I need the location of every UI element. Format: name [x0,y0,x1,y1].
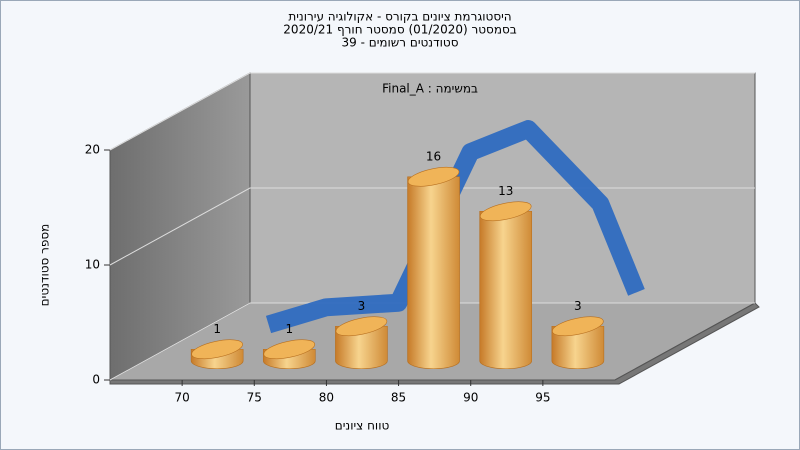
bar-part [263,339,316,360]
bar [335,316,388,370]
bar [551,316,605,370]
data-label: 1 [213,322,221,336]
bar-part [335,316,388,337]
bar [262,339,316,370]
curve [265,120,645,334]
bar [407,166,460,370]
y-tick-label: 10 [85,258,100,272]
bar-part [479,201,532,222]
y-tick-label: 0 [92,373,100,387]
title-line: בסמסטר (01/2020) סמסטר חורף 2020/21 [283,23,516,37]
x-tick-label: 80 [319,391,334,405]
grid-line [109,72,755,151]
data-label: 16 [426,149,441,163]
annotation: במשימה : Final_A [382,82,478,96]
x-tick-label: 90 [463,391,478,405]
bar-part [407,166,460,187]
data-label: 13 [498,184,513,198]
data-label: 3 [574,299,582,313]
bar-part [335,325,388,370]
x-tick-label: 75 [247,391,262,405]
bar [479,201,533,370]
bar [190,339,244,370]
bar-part [552,316,604,337]
bar-part [479,210,533,370]
x-axis-label: טווח ציונים [335,419,390,433]
bar-part [407,176,460,370]
bar-part [191,339,243,360]
data-label: 3 [358,299,366,313]
bar-part [551,325,605,370]
title-line: סטודנטים רשומים - 39 [341,36,458,50]
x-tick-label: 70 [175,391,190,405]
x-tick-label: 85 [391,391,406,405]
y-axis-label: מספר סטודנטים [38,224,52,307]
x-tick-label: 95 [535,391,550,405]
grid-line [109,302,755,381]
floor-edge [109,302,760,385]
title-line: היסטוגרמת ציונים בקורס - אקולוגיה עירוני… [288,10,511,24]
y-tick-label: 20 [85,143,100,157]
data-label: 1 [285,322,293,336]
